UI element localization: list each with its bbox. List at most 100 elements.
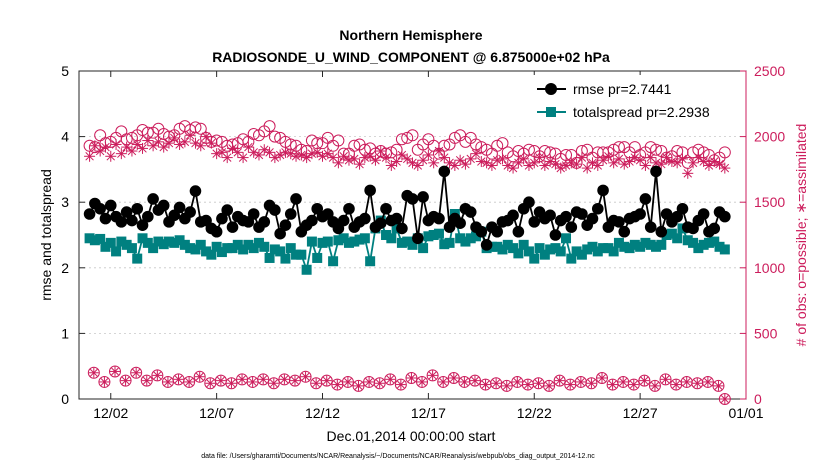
obs-bottom-series <box>87 365 731 405</box>
obs-assimilated-point-stroke <box>715 159 724 169</box>
obs-bottom-assimilated-point-stroke <box>322 376 331 385</box>
totalspread-point <box>227 243 238 254</box>
obs-bottom-possible-point <box>384 373 397 386</box>
rmse-point <box>512 225 525 238</box>
obs-assimilated-point-stroke <box>567 158 576 168</box>
obs-assimilated-point <box>428 157 440 169</box>
obs-assimilated-point <box>491 154 503 166</box>
obs-assimilated-point <box>274 149 286 161</box>
obs-bottom-possible-point <box>701 375 714 388</box>
obs-bottom-assimilated-point-stroke <box>682 378 691 386</box>
obs-assimilated-point-stroke <box>291 152 301 161</box>
obs-bottom-assimilated-point-stroke <box>111 367 119 376</box>
x-tick-label: 12/02 <box>93 405 128 421</box>
totalspread-point <box>666 228 677 239</box>
rmse-point <box>396 222 408 235</box>
obs-possible-point <box>237 133 250 146</box>
obs-assimilated-point-stroke <box>482 158 491 168</box>
rmse-point <box>591 202 604 215</box>
rmse-point <box>279 219 292 231</box>
obs-assimilated-point-stroke <box>365 152 375 161</box>
totalspread-point <box>169 237 180 248</box>
obs-bottom-assimilated-point-stroke <box>142 376 151 385</box>
obs-assimilated-point-stroke <box>201 132 211 141</box>
legend-rmse-label: rmse pr=2.7441 <box>573 81 672 97</box>
totalspread-point <box>185 243 196 254</box>
obs-bottom-assimilated-point-stroke <box>396 380 405 389</box>
obs-bottom-possible-point <box>718 393 731 405</box>
obs-bottom-assimilated-point-stroke <box>703 378 712 386</box>
x-tick-label: 12/17 <box>411 405 446 421</box>
totalspread-point <box>95 233 106 244</box>
obs-assimilated-point-stroke <box>111 140 121 149</box>
obs-assimilated-point <box>99 141 111 153</box>
obs-bottom-assimilated-point <box>385 374 396 385</box>
obs-bottom-assimilated-point-stroke <box>121 376 130 385</box>
totalspread-point <box>201 246 212 257</box>
obs-bottom-assimilated-point-stroke <box>714 381 723 390</box>
data-file-footnote: data file: /Users/gharamti/Documents/NCA… <box>201 453 595 460</box>
obs-assimilated-point-stroke <box>159 142 168 152</box>
obs-assimilated-point-stroke <box>344 155 354 165</box>
totalspread-point <box>148 243 159 254</box>
obs-bottom-assimilated-point-stroke <box>460 378 469 386</box>
obs-assimilated-point-stroke <box>355 159 364 169</box>
obs-bottom-assimilated-point-stroke <box>100 378 109 386</box>
obs-assimilated-point <box>163 137 175 149</box>
obs-assimilated-point <box>205 137 217 149</box>
obs-assimilated-point-stroke <box>694 153 703 162</box>
obs-assimilated-point <box>613 153 625 165</box>
obs-assimilated-point <box>375 145 387 157</box>
obs-bottom-assimilated-point-stroke <box>185 378 193 386</box>
obs-assimilated-point-stroke <box>117 149 126 158</box>
rmse-point <box>359 212 371 225</box>
totalspread-point <box>651 241 662 252</box>
obs-bottom-assimilated-point-stroke <box>439 378 448 386</box>
rmse-point <box>380 202 392 215</box>
obs-bottom-possible-point <box>267 377 280 390</box>
totalspread-point <box>423 231 434 242</box>
totalspread-point <box>714 241 725 252</box>
totalspread-point <box>534 243 545 254</box>
rmse-point <box>406 193 419 205</box>
obs-possible-point <box>406 129 419 142</box>
totalspread-point <box>703 237 714 248</box>
totalspread-point <box>555 246 566 257</box>
obs-assimilated-point <box>661 152 673 164</box>
obs-assimilated-point <box>354 158 366 170</box>
obs-assimilated-point-stroke <box>498 154 507 164</box>
obs-bottom-assimilated-point <box>289 375 300 386</box>
obs-assimilated-point <box>115 148 127 160</box>
rmse-point <box>576 208 588 220</box>
obs-assimilated-point-stroke <box>598 155 608 165</box>
obs-bottom-assimilated-point-stroke <box>640 376 649 385</box>
x-tick-label: 12/22 <box>517 405 552 421</box>
rmse-point <box>147 193 159 205</box>
obs-assimilated-point <box>518 153 530 165</box>
totalspread-point <box>407 239 418 250</box>
obs-bottom-assimilated-point <box>649 380 660 391</box>
totalspread-point <box>121 239 132 250</box>
rmse-point <box>433 212 445 225</box>
y-tick-label-left: 0 <box>61 391 69 407</box>
rmse-point <box>565 221 578 233</box>
obs-bottom-assimilated-point-stroke <box>513 378 522 386</box>
obs-assimilated-point <box>449 159 461 171</box>
totalspread-point <box>137 233 148 244</box>
obs-bottom-assimilated-point <box>406 373 417 384</box>
obs-bottom-possible-point <box>193 370 206 383</box>
obs-bottom-assimilated-point-stroke <box>587 379 596 388</box>
obs-assimilated-point <box>602 150 614 162</box>
obs-assimilated-point-stroke <box>122 142 131 152</box>
obs-bottom-assimilated-point <box>575 376 586 387</box>
obs-assimilated-point <box>544 156 556 168</box>
obs-bottom-assimilated-point <box>109 366 120 377</box>
obs-bottom-possible-point <box>627 378 640 391</box>
totalspread-point <box>629 239 640 250</box>
obs-bottom-assimilated-point <box>469 375 480 386</box>
obs-assimilated-point-stroke <box>228 144 237 153</box>
obs-top-series <box>83 120 731 179</box>
totalspread-point <box>142 237 153 248</box>
obs-bottom-assimilated-point-stroke <box>545 381 553 390</box>
obs-bottom-assimilated-point <box>173 374 184 385</box>
